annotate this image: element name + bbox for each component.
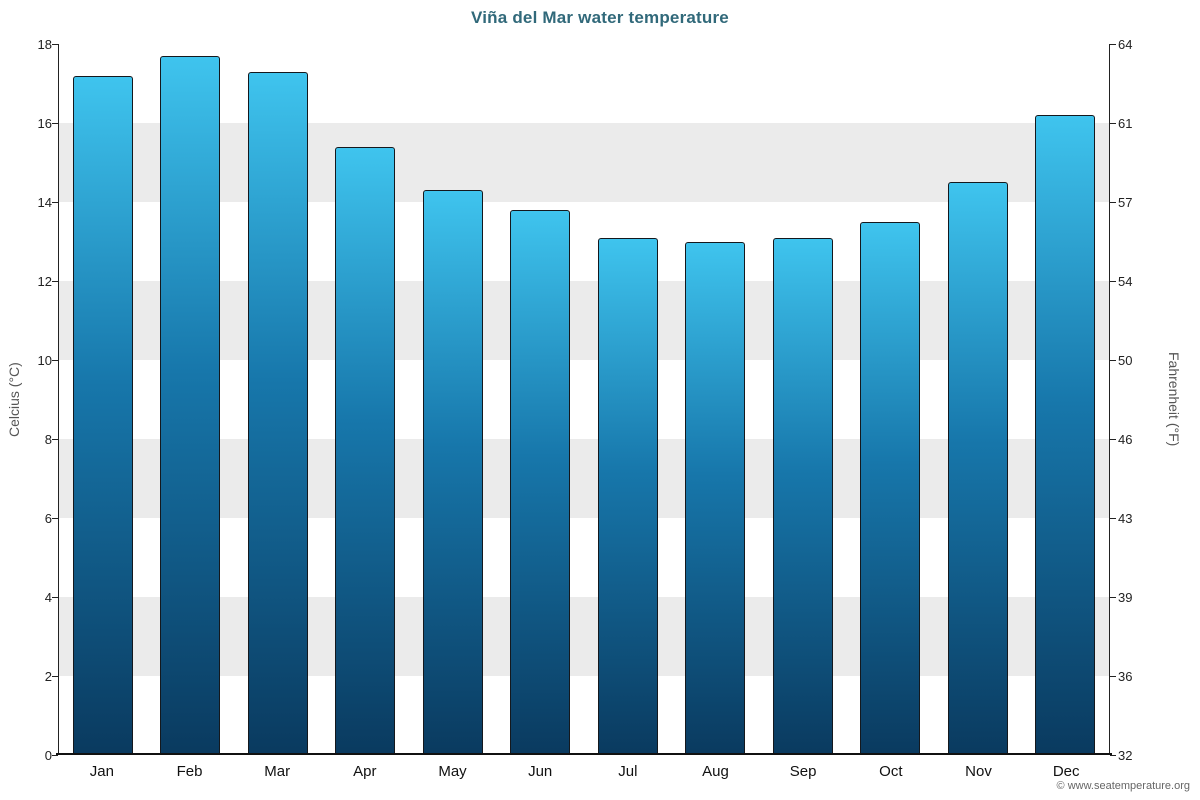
bar-dec — [1035, 115, 1096, 755]
y-tick-celsius: 12 — [37, 274, 52, 289]
grid-band — [59, 597, 1109, 676]
bar-mar — [247, 71, 308, 755]
chart-title: Viña del Mar water temperature — [471, 8, 729, 27]
tick-mark-left — [52, 755, 58, 756]
x-tick-jul: Jul — [618, 763, 638, 780]
x-tick-nov: Nov — [965, 763, 992, 780]
y-tick-celsius: 2 — [44, 669, 52, 684]
bar-aug — [685, 241, 746, 755]
y-tick-fahrenheit: 39 — [1118, 590, 1133, 605]
copyright-footer: © www.seatemperature.org — [1056, 780, 1190, 792]
y-tick-fahrenheit: 36 — [1118, 669, 1133, 684]
tick-mark-right — [1110, 44, 1116, 45]
tick-mark-left — [52, 518, 58, 519]
bar-apr — [335, 146, 396, 755]
tick-mark-right — [1110, 755, 1116, 756]
bar-nov — [947, 182, 1008, 755]
tick-mark-right — [1110, 439, 1116, 440]
y-tick-fahrenheit: 50 — [1118, 353, 1133, 368]
tick-mark-left — [52, 44, 58, 45]
x-axis-line — [56, 753, 1112, 755]
y-tick-celsius: 10 — [37, 353, 52, 368]
y-tick-fahrenheit: 61 — [1118, 116, 1133, 131]
x-tick-oct: Oct — [879, 763, 903, 780]
plot-area — [58, 44, 1110, 755]
x-tick-feb: Feb — [176, 763, 203, 780]
bar-sep — [772, 237, 833, 755]
grid-band — [59, 122, 1109, 202]
tick-mark-right — [1110, 202, 1116, 203]
bar-jul — [597, 237, 658, 755]
tick-mark-left — [52, 281, 58, 282]
tick-mark-right — [1110, 597, 1116, 598]
tick-mark-right — [1110, 281, 1116, 282]
grid-band — [59, 359, 1109, 439]
tick-mark-left — [52, 360, 58, 361]
grid-band — [59, 281, 1109, 360]
y-tick-celsius: 14 — [37, 195, 52, 210]
y-axis-title-celsius: Celcius (°C) — [6, 362, 22, 437]
x-tick-apr: Apr — [353, 763, 377, 780]
tick-mark-left — [52, 597, 58, 598]
y-tick-celsius: 8 — [44, 432, 52, 447]
x-tick-dec: Dec — [1052, 763, 1080, 780]
y-tick-fahrenheit: 46 — [1118, 432, 1133, 447]
bar-may — [422, 190, 483, 755]
grid-band — [59, 675, 1109, 755]
y-tick-fahrenheit: 43 — [1118, 511, 1133, 526]
y-axis-title-fahrenheit: Fahrenheit (°F) — [1166, 352, 1182, 447]
grid-band — [59, 201, 1109, 281]
y-tick-celsius: 0 — [44, 748, 52, 763]
grid-band — [59, 44, 1109, 123]
tick-mark-right — [1110, 123, 1116, 124]
x-tick-jan: Jan — [89, 763, 114, 780]
tick-mark-left — [52, 202, 58, 203]
x-tick-mar: Mar — [264, 763, 291, 780]
bar-jun — [510, 209, 571, 755]
x-tick-sep: Sep — [789, 763, 817, 780]
x-tick-jun: Jun — [528, 763, 553, 780]
y-tick-celsius: 6 — [44, 511, 52, 526]
y-tick-celsius: 18 — [37, 37, 52, 52]
bar-jan — [72, 75, 133, 755]
tick-mark-right — [1110, 360, 1116, 361]
tick-mark-left — [52, 439, 58, 440]
grid-band — [59, 439, 1109, 518]
y-tick-fahrenheit: 32 — [1118, 748, 1133, 763]
tick-mark-right — [1110, 518, 1116, 519]
tick-mark-right — [1110, 676, 1116, 677]
y-tick-fahrenheit: 64 — [1118, 37, 1133, 52]
tick-mark-left — [52, 123, 58, 124]
tick-mark-left — [52, 676, 58, 677]
y-tick-fahrenheit: 57 — [1118, 195, 1133, 210]
x-tick-may: May — [438, 763, 467, 780]
bar-oct — [860, 221, 921, 755]
bar-feb — [160, 55, 221, 755]
y-tick-celsius: 16 — [37, 116, 52, 131]
x-tick-aug: Aug — [702, 763, 729, 780]
grid-band — [59, 518, 1109, 597]
y-tick-fahrenheit: 54 — [1118, 274, 1133, 289]
y-tick-celsius: 4 — [44, 590, 52, 605]
